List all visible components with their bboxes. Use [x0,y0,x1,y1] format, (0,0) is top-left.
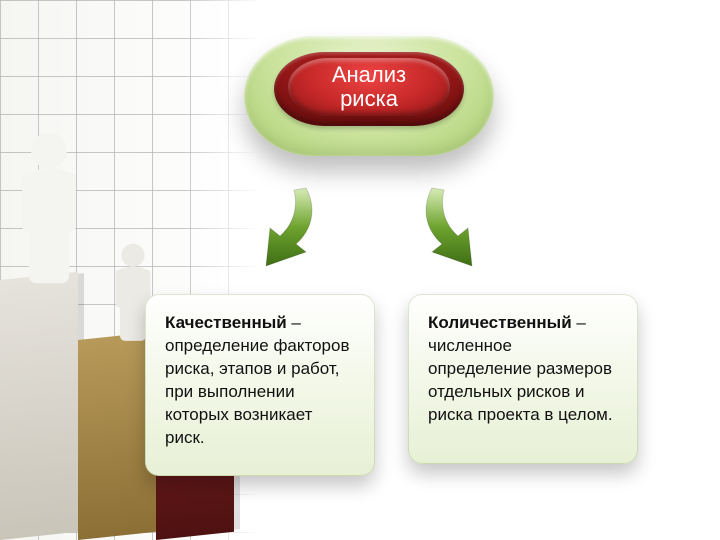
term-quantitative: Количественный [428,313,572,332]
box-qualitative: Качественный – определение факторов риск… [145,294,375,476]
bar-1 [0,272,78,540]
badge-inner: Анализ риска [288,58,450,116]
title-text: Анализ риска [332,63,406,111]
term-qualitative: Качественный [165,313,287,332]
arrow-right-icon [420,186,490,276]
definition-qualitative: – определение факторов риска, этапов и р… [165,313,350,447]
box-quantitative: Количественный – численное определение р… [408,294,638,464]
arrow-left-icon [248,186,318,276]
title-badge: Анализ риска [244,36,494,156]
person-icon-large [4,130,94,288]
